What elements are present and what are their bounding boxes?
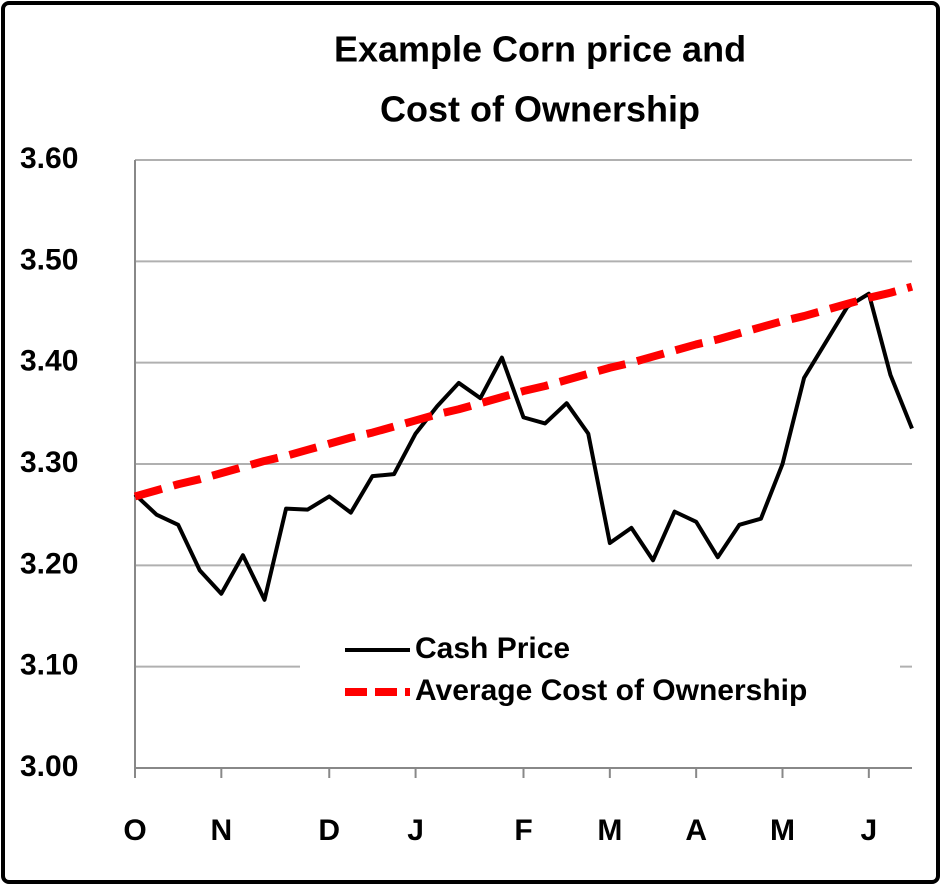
- y-tick-label: 3.60: [20, 142, 78, 175]
- y-tick-label: 3.20: [20, 547, 78, 580]
- x-tick-label: F: [514, 814, 532, 847]
- y-tick-label: 3.40: [20, 345, 78, 378]
- series-line: [133, 282, 914, 501]
- x-tick-label: D: [318, 814, 340, 847]
- x-tick-label: J: [860, 814, 877, 847]
- x-tick-label: N: [210, 814, 232, 847]
- y-tick-label: 3.00: [20, 750, 78, 783]
- y-tick-label: 3.10: [20, 649, 78, 682]
- legend-label: Cash Price: [415, 632, 570, 665]
- x-tick-label: O: [123, 814, 146, 847]
- x-tick-label: A: [685, 814, 707, 847]
- x-tick-label: J: [407, 814, 424, 847]
- chart-title: Cost of Ownership: [380, 89, 700, 130]
- y-tick-label: 3.30: [20, 446, 78, 479]
- x-tick-label: M: [597, 814, 622, 847]
- chart-title: Example Corn price and: [334, 29, 746, 70]
- legend-box: [300, 625, 900, 715]
- x-tick-label: M: [770, 814, 795, 847]
- y-tick-label: 3.50: [20, 243, 78, 276]
- series-line: [133, 291, 914, 602]
- legend-label: Average Cost of Ownership: [415, 674, 807, 707]
